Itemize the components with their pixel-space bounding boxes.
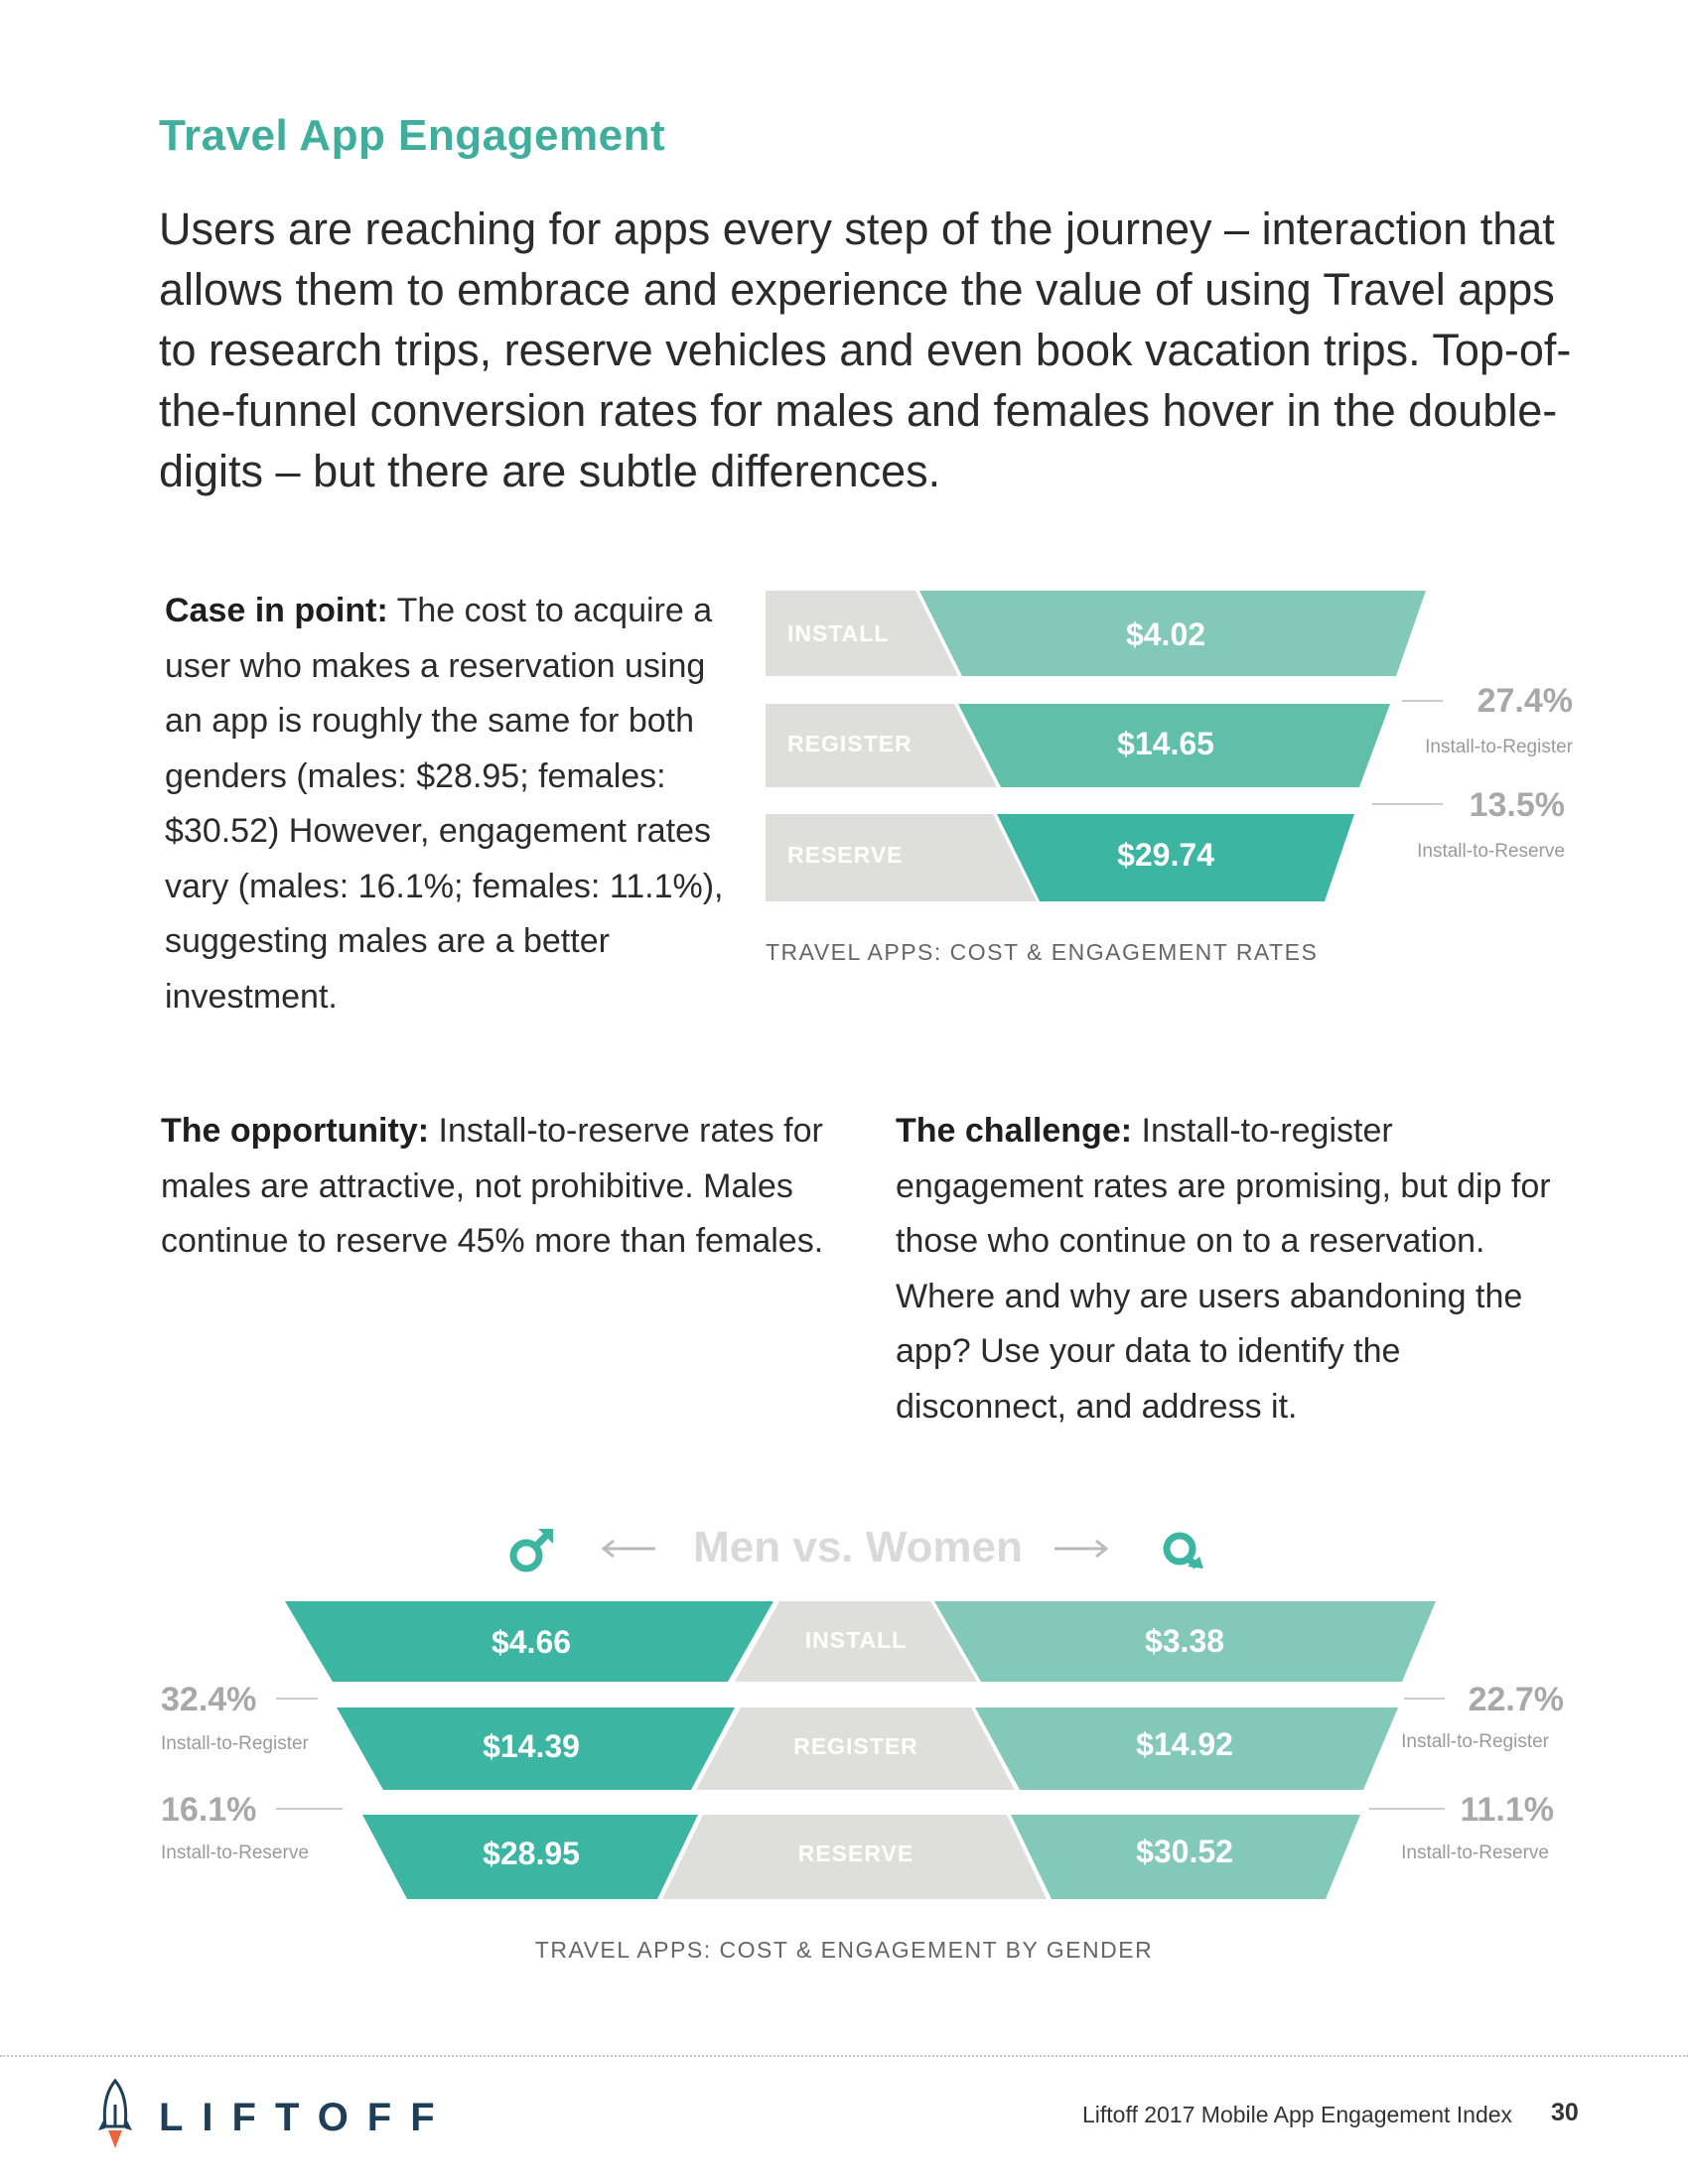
gender-stage-label-register: REGISTER [793, 1733, 918, 1759]
female-rate-label-install-to-reserve: Install-to-Reserve [1401, 1843, 1549, 1863]
stage-label-reserve: RESERVE [787, 842, 904, 868]
challenge-text: Install-to-register engagement rates are… [896, 1112, 1551, 1426]
funnel-chart-overall: INSTALL REGISTER RESERVE $4.02 $14.65 $2… [766, 591, 1574, 965]
opportunity-text: Install-to-reserve rates for males are a… [161, 1112, 824, 1260]
chart-caption-by-gender: TRAVEL APPS: COST & ENGAGEMENT BY GENDER [535, 1937, 1153, 1963]
case-in-point-paragraph: Case in point: The cost to acquire a use… [165, 584, 741, 1024]
female-cost-bar-register [975, 1707, 1398, 1790]
footer-publication-title: Liftoff 2017 Mobile App Engagement Index [1082, 2102, 1513, 2127]
section-title: Travel App Engagement [159, 111, 666, 160]
liftoff-logo-text: LIFTOFF [159, 2096, 454, 2139]
female-cost-bar-reserve [1011, 1815, 1360, 1899]
chart-caption-overall: TRAVEL APPS: COST & ENGAGEMENT RATES [766, 939, 1318, 965]
gender-stage-bar-install [735, 1601, 977, 1682]
arrow-right-icon [1055, 1539, 1109, 1559]
rate-value-install-to-reserve: 13.5% [1470, 786, 1565, 824]
male-cost-bar-reserve [362, 1815, 698, 1899]
stage-label-install: INSTALL [787, 620, 889, 646]
cost-bar-install [919, 591, 1426, 676]
stage-label-register: REGISTER [787, 731, 913, 756]
male-cost-bar-register [337, 1707, 735, 1790]
arrow-left-icon [601, 1539, 655, 1559]
challenge-paragraph: The challenge: Install-to-register engag… [896, 1104, 1561, 1434]
female-cost-value-reserve: $30.52 [1136, 1834, 1233, 1869]
male-cost-value-register: $14.39 [483, 1728, 580, 1764]
male-symbol-icon [509, 1529, 553, 1572]
funnel-chart-by-gender: Men vs. Women 32.4% Install-to-Register … [161, 1523, 1564, 1963]
gender-stage-bar-reserve [662, 1815, 1047, 1899]
rocket-icon [98, 2078, 132, 2148]
cost-value-install: $4.02 [1126, 616, 1205, 652]
opportunity-lead: The opportunity: [161, 1112, 430, 1150]
male-rate-label-install-to-reserve: Install-to-Reserve [161, 1843, 309, 1863]
case-in-point-text: The cost to acquire a user who makes a r… [165, 592, 724, 1016]
footer-divider [0, 2055, 1688, 2057]
female-rate-label-install-to-register: Install-to-Register [1401, 1731, 1550, 1752]
male-rate-label-install-to-register: Install-to-Register [161, 1733, 310, 1754]
cost-bar-reserve [997, 814, 1354, 901]
female-symbol-icon [1163, 1532, 1203, 1570]
male-cost-value-reserve: $28.95 [483, 1836, 580, 1871]
female-cost-value-install: $3.38 [1145, 1623, 1224, 1659]
gender-heading: Men vs. Women [693, 1523, 1023, 1571]
stage-bar-register [766, 704, 997, 787]
rate-label-install-to-register: Install-to-Register [1425, 737, 1574, 757]
opportunity-paragraph: The opportunity: Install-to-reserve rate… [161, 1104, 846, 1270]
male-cost-bar-install [285, 1601, 774, 1682]
intro-paragraph: Users are reaching for apps every step o… [159, 204, 1572, 496]
stage-bar-install [766, 591, 958, 676]
rate-value-install-to-register: 27.4% [1477, 682, 1573, 720]
male-rate-value-install-to-register: 32.4% [161, 1681, 256, 1718]
male-rate-value-install-to-reserve: 16.1% [161, 1791, 256, 1829]
cost-bar-register [958, 704, 1390, 787]
rate-label-install-to-reserve: Install-to-Reserve [1417, 841, 1565, 862]
female-cost-value-register: $14.92 [1136, 1726, 1233, 1762]
cost-value-register: $14.65 [1117, 726, 1214, 761]
page-number: 30 [1551, 2099, 1579, 2126]
cost-value-reserve: $29.74 [1117, 837, 1214, 873]
female-cost-bar-install [934, 1601, 1436, 1682]
stage-bar-reserve [766, 814, 1037, 901]
male-cost-value-install: $4.66 [492, 1624, 571, 1660]
gender-stage-label-install: INSTALL [805, 1627, 907, 1653]
challenge-lead: The challenge: [896, 1112, 1133, 1150]
gender-stage-bar-register [696, 1707, 1015, 1790]
case-in-point-lead: Case in point: [165, 592, 388, 629]
female-rate-value-install-to-register: 22.7% [1469, 1681, 1564, 1718]
female-rate-value-install-to-reserve: 11.1% [1460, 1791, 1554, 1829]
gender-stage-label-reserve: RESERVE [798, 1841, 914, 1866]
